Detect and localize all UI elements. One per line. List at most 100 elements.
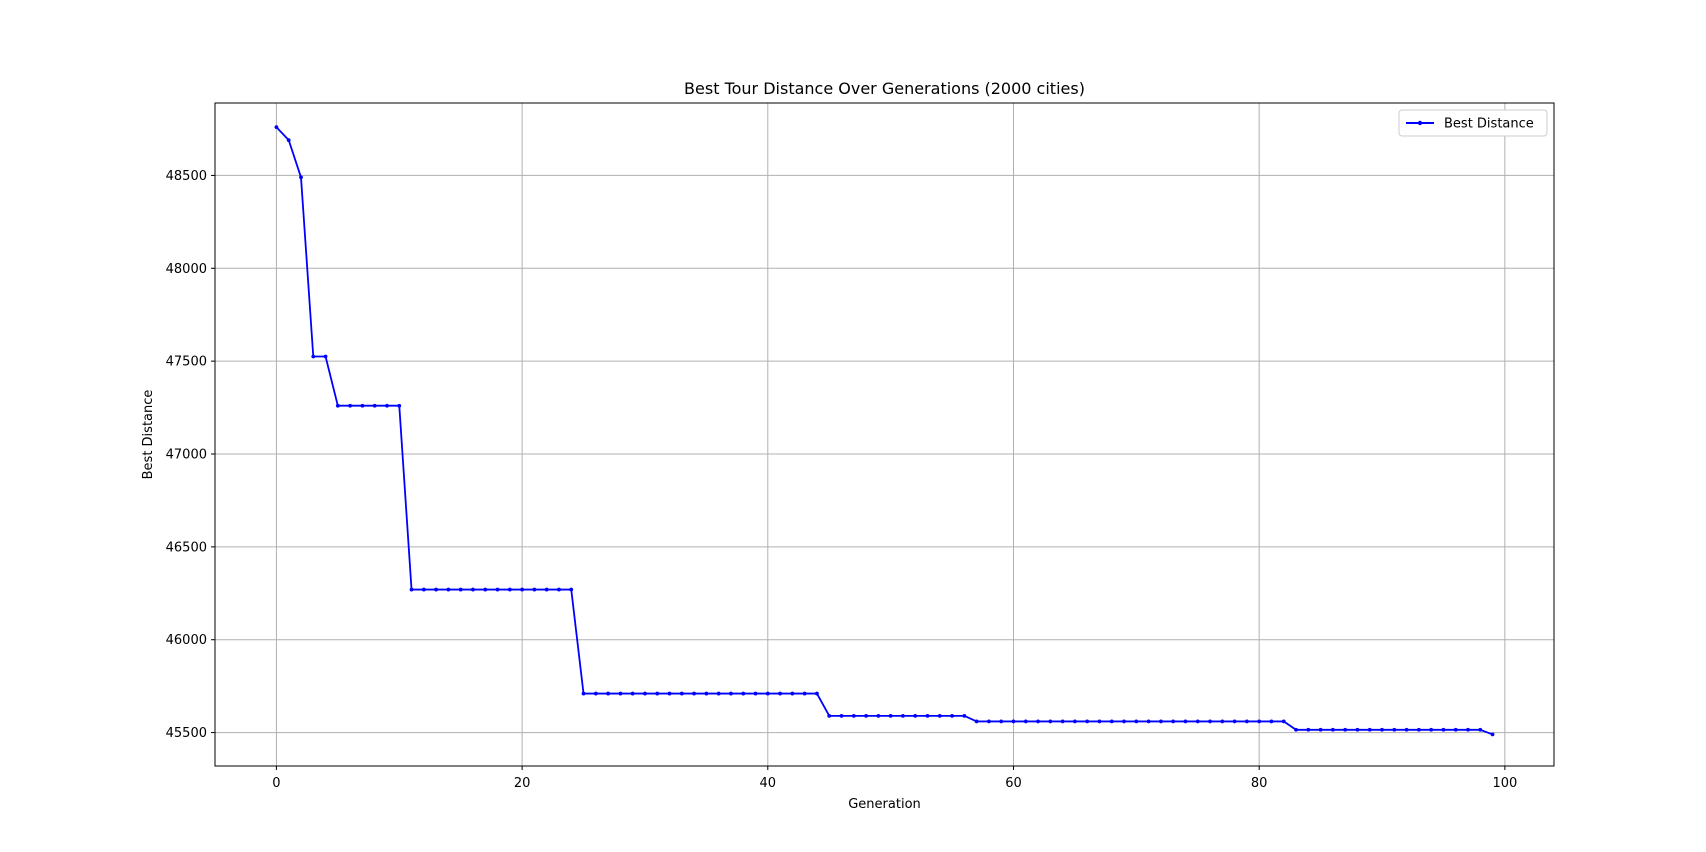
data-point (593, 691, 598, 696)
data-point (1122, 719, 1126, 724)
legend-box (1398, 109, 1548, 137)
data-point (1244, 719, 1249, 724)
x-tick-label: 0 (272, 776, 280, 791)
data-point (569, 587, 574, 592)
x-tick-label: 40 (760, 776, 777, 791)
data-point (1318, 727, 1323, 732)
data-point (385, 403, 389, 408)
y-tick-label: 47500 (166, 355, 207, 370)
y-tick-label: 47000 (166, 448, 207, 463)
data-point (827, 713, 832, 718)
data-point (1306, 727, 1311, 732)
data-point (557, 587, 561, 592)
legend-label: Best Distance (1444, 117, 1534, 132)
data-point (643, 691, 647, 696)
data-point (434, 587, 439, 592)
data-point (888, 713, 893, 718)
data-point (1404, 727, 1409, 732)
data-point (335, 403, 340, 408)
data-point (655, 691, 660, 696)
x-tick-label: 80 (1251, 776, 1268, 791)
x-tick-label: 20 (514, 776, 531, 791)
data-point (409, 587, 414, 592)
data-point (815, 691, 819, 696)
x-tick-label: 60 (1005, 776, 1022, 791)
data-point (1023, 719, 1028, 724)
data-point (1490, 732, 1495, 737)
ticks: 0 20 40 60 80 100 45500 46000 46500 47000 47500 480… (166, 169, 1518, 791)
data-point (1060, 719, 1065, 724)
data-point (974, 719, 979, 724)
data-point (311, 354, 316, 359)
data-point (520, 587, 525, 592)
data-point (606, 691, 611, 696)
data-point (1269, 719, 1274, 724)
data-point (1011, 719, 1016, 724)
data-point (495, 587, 500, 592)
x-axis-title: Generation (848, 797, 921, 812)
data-point (692, 691, 696, 696)
data-point (999, 719, 1004, 724)
data-point (397, 403, 402, 408)
x-tick-label: 100 (1492, 776, 1517, 791)
data-point (753, 691, 758, 696)
y-tick-label: 48500 (166, 169, 207, 184)
data-point (704, 691, 709, 696)
data-point (1085, 719, 1090, 724)
data-point (876, 713, 881, 718)
data-point (323, 354, 328, 359)
data-point (372, 403, 377, 408)
data-point (1158, 719, 1163, 724)
data-point (1146, 719, 1151, 724)
data-point (901, 713, 905, 718)
data-point (1294, 727, 1298, 732)
data-point (925, 713, 930, 718)
data-point (1380, 727, 1384, 732)
data-point (483, 587, 488, 592)
data-point (360, 403, 365, 408)
chart-title: Best Tour Distance Over Generations (200… (684, 79, 1085, 98)
data-point (839, 713, 844, 718)
data-point (1097, 719, 1102, 724)
data-point (532, 587, 537, 592)
data-point (716, 691, 721, 696)
y-tick-label: 46000 (166, 633, 207, 648)
data-point (1048, 719, 1053, 724)
data-point (544, 587, 549, 592)
data-point (1392, 727, 1397, 732)
data-point (618, 691, 623, 696)
data-point (507, 587, 512, 592)
data-point (741, 691, 746, 696)
data-point (765, 691, 770, 696)
data-point (851, 713, 856, 718)
data-point (299, 175, 303, 180)
data-point (1073, 719, 1077, 724)
data-point (1367, 727, 1372, 732)
legend: Best Distance (1398, 109, 1548, 137)
data-point (962, 713, 967, 718)
data-point (729, 691, 733, 696)
series-layer (274, 125, 1495, 737)
data-point (1208, 719, 1212, 724)
data-point (778, 691, 782, 696)
data-point (1183, 719, 1188, 724)
y-tick-label: 48000 (166, 262, 207, 277)
data-point (1330, 727, 1335, 732)
data-point (581, 691, 586, 696)
data-point (1343, 727, 1348, 732)
data-point (667, 691, 672, 696)
data-point (1171, 719, 1176, 724)
y-axis-title: Best Distance (141, 390, 156, 480)
data-point (348, 403, 353, 408)
data-point (1195, 719, 1200, 724)
data-point (937, 713, 942, 718)
data-point (1134, 719, 1139, 724)
data-point (802, 691, 807, 696)
y-tick-label: 45500 (166, 726, 207, 741)
data-point (1355, 727, 1360, 732)
data-point (1220, 719, 1225, 724)
data-point (1453, 727, 1458, 732)
data-point (790, 691, 795, 696)
data-point (630, 691, 635, 696)
data-point (471, 587, 475, 592)
